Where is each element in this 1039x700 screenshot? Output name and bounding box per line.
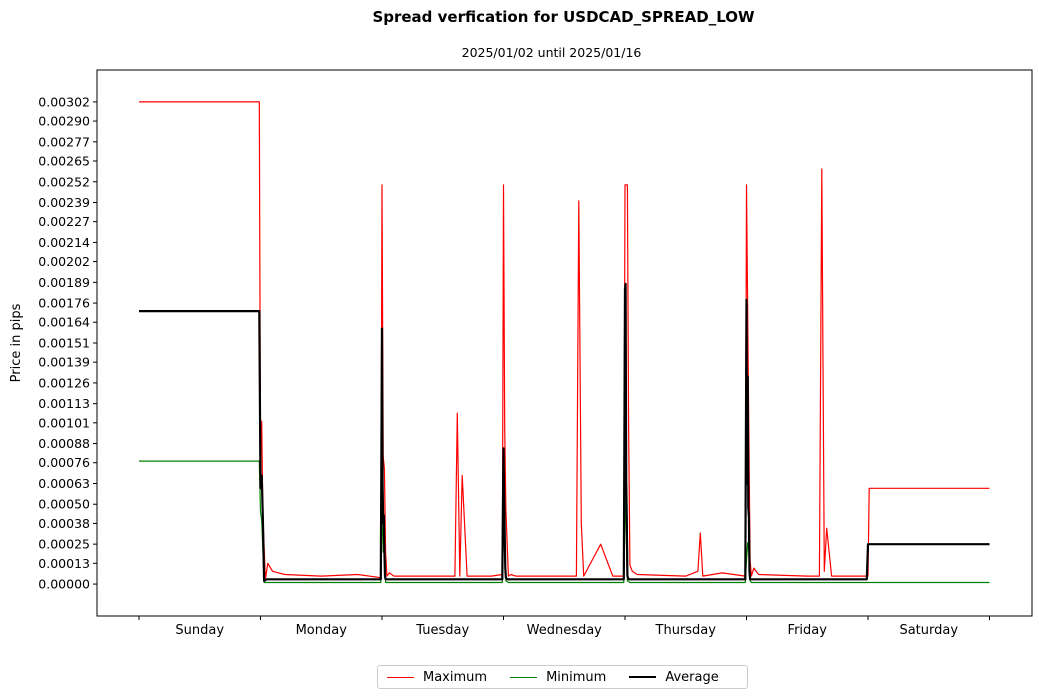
y-tick-label: 0.00265 <box>38 154 90 169</box>
legend-swatch <box>510 676 538 678</box>
x-category-label: Monday <box>296 623 348 638</box>
legend-item-maximum: Maximum <box>387 670 487 685</box>
legend-swatch <box>387 676 414 678</box>
y-tick-label: 0.00063 <box>38 476 90 491</box>
x-category-label: Wednesday <box>527 623 603 638</box>
series-layer <box>139 101 990 584</box>
legend: Maximum Minimum Average <box>377 665 748 689</box>
y-axis-label: Price in pips <box>9 303 24 382</box>
y-tick-label: 0.00113 <box>38 396 90 411</box>
legend-label: Maximum <box>423 669 488 685</box>
y-tick-label: 0.00038 <box>38 516 90 531</box>
x-category-label: Thursday <box>655 623 717 638</box>
x-category-label: Sunday <box>175 623 224 638</box>
x-category-label: Friday <box>788 623 828 638</box>
y-tick-label: 0.00239 <box>38 195 90 210</box>
y-tick-label: 0.00013 <box>38 556 90 571</box>
legend-swatch <box>629 676 657 678</box>
y-tick-label: 0.00302 <box>38 94 90 109</box>
chart-title: Spread verfication for USDCAD_SPREAD_LOW <box>372 8 755 26</box>
y-tick-label: 0.00202 <box>38 254 90 269</box>
y-tick-label: 0.00227 <box>38 214 90 229</box>
plot-frame <box>96 69 1033 617</box>
y-tick-label: 0.00176 <box>38 296 90 311</box>
y-tick-label: 0.00290 <box>38 114 90 129</box>
y-tick-label: 0.00214 <box>38 235 90 250</box>
y-tick-label: 0.00189 <box>38 275 90 290</box>
chart-canvas: 0.00000 0.00013 0.00025 0.00038 0.00050 0.000… <box>9 69 1033 638</box>
x-category-label: Saturday <box>899 623 958 638</box>
y-tick-label: 0.00139 <box>38 355 90 370</box>
y-tick-label: 0.00126 <box>38 375 90 390</box>
y-tick-label: 0.00277 <box>38 134 90 149</box>
y-tick-label: 0.00252 <box>38 174 90 189</box>
chart-subtitle: 2025/01/02 until 2025/01/16 <box>461 45 642 60</box>
legend-label: Minimum <box>546 669 607 685</box>
y-tick-label: 0.00050 <box>38 497 90 512</box>
series-line-average <box>139 282 990 583</box>
legend-label: Average <box>665 669 719 685</box>
legend-item-minimum: Minimum <box>510 670 606 685</box>
series-line-maximum <box>139 101 990 580</box>
y-tick-label: 0.00000 <box>38 577 90 592</box>
y-tick-label: 0.00151 <box>38 336 90 351</box>
x-category-label: Tuesday <box>415 623 469 638</box>
y-tick-label: 0.00164 <box>38 315 90 330</box>
series-line-minimum <box>139 460 990 584</box>
y-axis: 0.00000 0.00013 0.00025 0.00038 0.00050 0.000… <box>38 94 97 592</box>
x-axis: Sunday Monday Tuesday Wednesday Thursday Frid… <box>138 616 990 638</box>
y-tick-label: 0.00076 <box>38 455 90 470</box>
y-tick-label: 0.00025 <box>38 537 90 552</box>
y-tick-label: 0.00088 <box>38 436 90 451</box>
y-tick-label: 0.00101 <box>38 415 90 430</box>
legend-item-average: Average <box>629 669 719 685</box>
